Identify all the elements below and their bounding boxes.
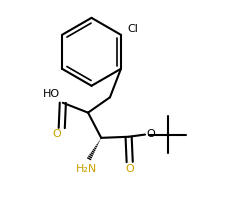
Text: H₂N: H₂N [76, 164, 98, 174]
Text: Cl: Cl [127, 24, 138, 34]
Text: HO: HO [43, 89, 60, 99]
Text: O: O [125, 164, 134, 174]
Text: O: O [147, 129, 156, 139]
Text: O: O [53, 129, 61, 139]
